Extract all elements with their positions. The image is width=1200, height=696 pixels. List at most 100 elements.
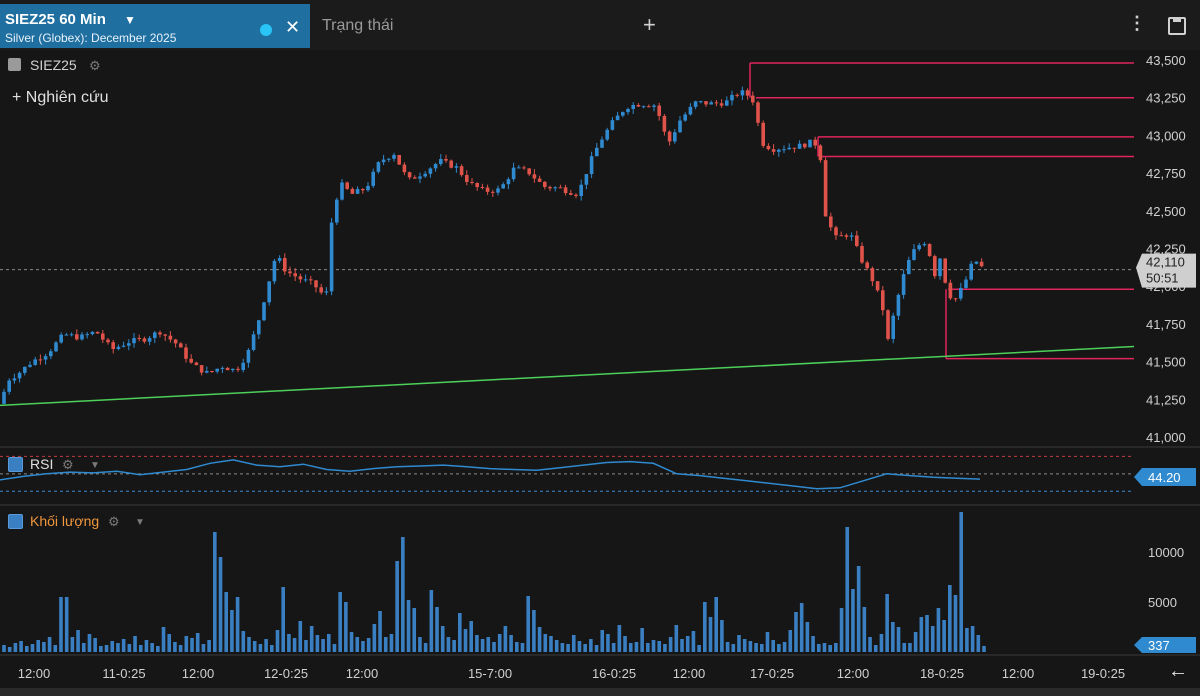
candle-body xyxy=(829,216,833,228)
candle-body xyxy=(231,368,235,371)
volume-bar xyxy=(503,626,508,652)
volume-bar xyxy=(292,638,297,652)
candles-group xyxy=(2,86,984,405)
volume-bar xyxy=(93,638,97,652)
arrow-left-icon[interactable]: ← xyxy=(1168,660,1188,682)
volume-color-swatch[interactable] xyxy=(8,514,23,529)
candle-body xyxy=(771,149,776,152)
volume-bar xyxy=(554,640,559,652)
chevron-down-icon[interactable]: ▼ xyxy=(124,13,136,27)
status-dot-icon xyxy=(260,24,272,36)
volume-bar xyxy=(685,636,690,652)
candle-body xyxy=(891,315,895,339)
volume-bar xyxy=(868,637,872,652)
rsi-value-label: 44.20 xyxy=(1148,470,1181,485)
candle-body xyxy=(43,356,48,360)
bottom-scrollbar[interactable] xyxy=(0,688,1200,696)
candle-body xyxy=(662,115,667,132)
volume-bar xyxy=(64,597,69,652)
candle-body xyxy=(735,94,739,96)
volume-bar xyxy=(7,647,12,652)
candle-body xyxy=(709,102,713,105)
candle-body xyxy=(491,191,495,193)
candle-body xyxy=(246,349,251,363)
volume-bar xyxy=(651,640,656,652)
close-icon[interactable]: ✕ xyxy=(285,17,301,37)
candle-body xyxy=(293,273,297,277)
candle-body xyxy=(979,261,984,267)
x-tick-label: 15-7:00 xyxy=(468,666,512,681)
volume-bar xyxy=(167,634,172,652)
volume-bar xyxy=(754,643,758,652)
candle-body xyxy=(85,334,89,336)
candle-body xyxy=(870,268,875,282)
candle-body xyxy=(933,256,937,277)
tab-status[interactable]: Trạng thái xyxy=(322,17,394,34)
candle-body xyxy=(745,90,750,96)
volume-bar xyxy=(816,644,821,652)
volume-bar xyxy=(429,590,434,652)
more-menu-icon[interactable]: ⋮ xyxy=(1128,13,1146,33)
volume-bar xyxy=(235,597,240,652)
symbol-color-swatch[interactable] xyxy=(8,58,21,71)
volume-bar xyxy=(480,639,485,652)
gear-icon[interactable]: ⚙ xyxy=(89,58,101,73)
volume-bar xyxy=(161,627,166,652)
volume-bar xyxy=(589,639,593,652)
candle-body xyxy=(636,105,641,107)
candle-body xyxy=(579,184,583,197)
volume-bar xyxy=(486,637,491,652)
chevron-down-icon[interactable]: ▼ xyxy=(135,517,145,528)
candle-body xyxy=(584,174,589,185)
symbol-tab[interactable]: SIEZ25 60 Min ▼ Silver (Globex): Decembe… xyxy=(0,4,310,48)
x-tick-label: 18-0:25 xyxy=(920,666,964,681)
candle-body xyxy=(740,90,745,96)
volume-bar xyxy=(896,627,901,652)
volume-bar xyxy=(224,592,229,652)
candle-body xyxy=(168,335,173,340)
volume-bar xyxy=(355,637,360,652)
candle-body xyxy=(2,391,6,404)
volume-bar xyxy=(532,610,536,652)
volume-value-tag xyxy=(1134,637,1196,653)
volume-bar xyxy=(2,645,6,652)
volume-bar xyxy=(452,640,456,652)
gear-icon[interactable]: ⚙ xyxy=(62,457,74,472)
volume-bar xyxy=(782,642,787,652)
candle-body xyxy=(813,139,817,146)
candle-body xyxy=(782,149,786,151)
candle-body xyxy=(647,106,651,108)
y-tick-label: 43,250 xyxy=(1146,91,1186,106)
candle-body xyxy=(314,280,318,288)
candle-body xyxy=(657,105,661,116)
candle-body xyxy=(506,179,511,185)
symbol-legend-label: SIEZ25 xyxy=(30,57,77,73)
x-tick-label: 19-0:25 xyxy=(1081,666,1125,681)
gear-icon[interactable]: ⚙ xyxy=(108,514,120,529)
volume-bar xyxy=(703,602,707,652)
candle-body xyxy=(381,159,386,163)
save-icon[interactable] xyxy=(1168,17,1186,35)
research-label: Nghiên cứu xyxy=(25,89,109,106)
volume-bar xyxy=(725,642,730,652)
candle-body xyxy=(194,362,199,366)
volume-bar xyxy=(81,643,86,652)
candle-body xyxy=(953,298,958,300)
candle-body xyxy=(392,155,396,159)
candle-body xyxy=(179,343,183,348)
candle-body xyxy=(537,178,542,182)
rsi-color-swatch[interactable] xyxy=(8,457,23,472)
volume-bar xyxy=(42,642,46,652)
volume-bar xyxy=(207,640,211,652)
chevron-down-icon[interactable]: ▼ xyxy=(90,460,100,471)
candle-body xyxy=(797,143,802,149)
research-button[interactable]: + Nghiên cứu xyxy=(12,89,109,107)
volume-bar xyxy=(720,620,724,652)
candle-body xyxy=(470,181,474,183)
add-tab-icon[interactable]: + xyxy=(643,12,656,37)
volume-bar xyxy=(326,634,331,652)
volume-bar xyxy=(30,644,35,652)
plus-icon: + xyxy=(12,89,26,106)
candle-body xyxy=(948,282,953,299)
